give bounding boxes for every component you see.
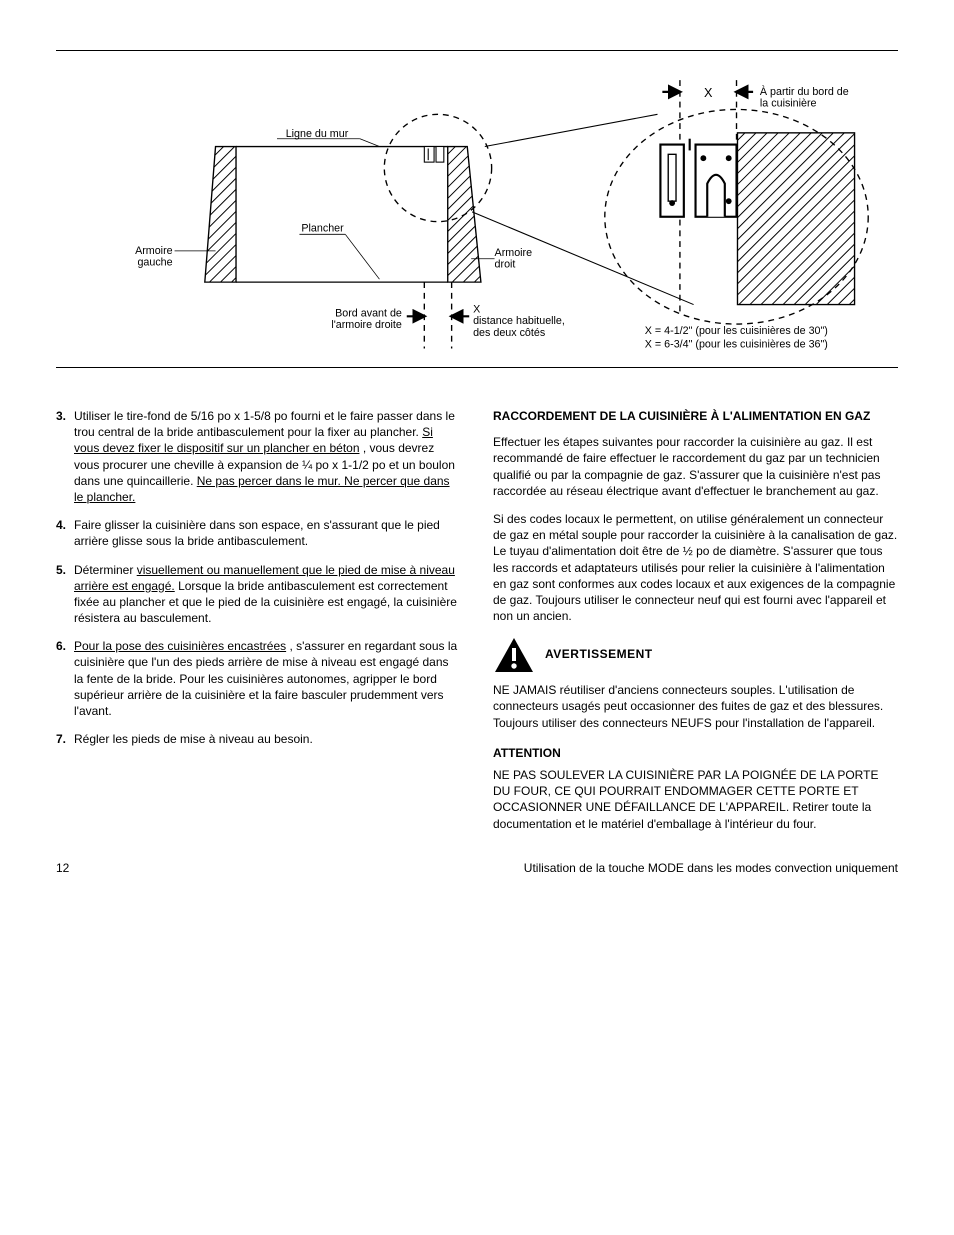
label-from-edge-1: À partir du bord de [760, 85, 849, 98]
label-xdist-2: distance habituelle, [473, 315, 565, 327]
step-5-number: 5. [56, 562, 74, 578]
label-front-edge-1: Bord avant de [335, 307, 402, 319]
warning-block: AVERTISSEMENT [493, 636, 898, 674]
label-x36: X = 6-3/4" (pour les cuisinières de 36") [645, 338, 828, 350]
page-footer: 12 Utilisation de la touche MODE dans le… [56, 860, 898, 876]
page-number: 12 [56, 860, 69, 876]
label-right-cabinet-1: Armoire [495, 247, 533, 259]
step-6: 6. Pour la pose des cuisinières encastré… [56, 638, 461, 719]
gas-connection-p2: Si des codes locaux le permettent, on ut… [493, 511, 898, 624]
step-4-text: Faire glisser la cuisinière dans son esp… [74, 517, 461, 549]
step-3-text-a: Utiliser le tire-fond de 5/16 po x 1-5/8… [74, 409, 455, 439]
caution-title: ATTENTION [493, 745, 898, 761]
gas-connection-p1: Effectuer les étapes suivantes pour racc… [493, 434, 898, 499]
warning-text: NE JAMAIS réutiliser d'anciens connecteu… [493, 682, 898, 731]
diagram-container: Ligne du mur Plancher Armoire gauche Arm… [56, 57, 898, 357]
label-left-cabinet-1: Armoire [135, 245, 173, 257]
top-rule [56, 50, 898, 51]
caution-body: NE PAS SOULEVER LA CUISINIÈRE PAR LA POI… [493, 767, 898, 832]
gas-connection-title: RACCORDEMENT DE LA CUISINIÈRE À L'ALIMEN… [493, 408, 898, 424]
mid-rule [56, 367, 898, 368]
step-3: 3. Utiliser le tire-fond de 5/16 po x 1-… [56, 408, 461, 505]
step-7-number: 7. [56, 731, 74, 747]
label-floor: Plancher [301, 222, 344, 234]
step-5-text-a: Déterminer [74, 563, 137, 577]
label-from-edge-2: la cuisinière [760, 98, 817, 110]
installation-diagram: Ligne du mur Plancher Armoire gauche Arm… [77, 57, 877, 357]
footer-caption: Utilisation de la touche MODE dans les m… [524, 860, 898, 876]
step-7: 7. Régler les pieds de mise à niveau au … [56, 731, 461, 747]
label-front-edge-2: l'armoire droite [331, 319, 402, 331]
right-column: RACCORDEMENT DE LA CUISINIÈRE À L'ALIMEN… [493, 408, 898, 832]
label-x30: X = 4-1/2" (pour les cuisinières de 30") [645, 325, 828, 337]
label-right-cabinet-2: droit [495, 258, 516, 270]
step-4: 4. Faire glisser la cuisinière dans son … [56, 517, 461, 549]
warning-title: AVERTISSEMENT [545, 636, 653, 662]
left-column: 3. Utiliser le tire-fond de 5/16 po x 1-… [56, 408, 461, 832]
label-x-top: X [704, 86, 713, 100]
label-xdist-1: X [473, 303, 480, 315]
step-3-number: 3. [56, 408, 74, 424]
step-7-text: Régler les pieds de mise à niveau au bes… [74, 731, 461, 747]
step-4-number: 4. [56, 517, 74, 533]
warning-triangle-icon [493, 636, 535, 674]
step-6-text-a: Pour la pose des cuisinières encastrées [74, 639, 286, 653]
step-6-number: 6. [56, 638, 74, 654]
label-left-cabinet-2: gauche [137, 257, 172, 269]
label-xdist-3: des deux côtés [473, 327, 545, 339]
two-column-body: 3. Utiliser le tire-fond de 5/16 po x 1-… [56, 408, 898, 832]
step-5: 5. Déterminer visuellement ou manuelleme… [56, 562, 461, 627]
label-wall-line: Ligne du mur [286, 128, 349, 140]
